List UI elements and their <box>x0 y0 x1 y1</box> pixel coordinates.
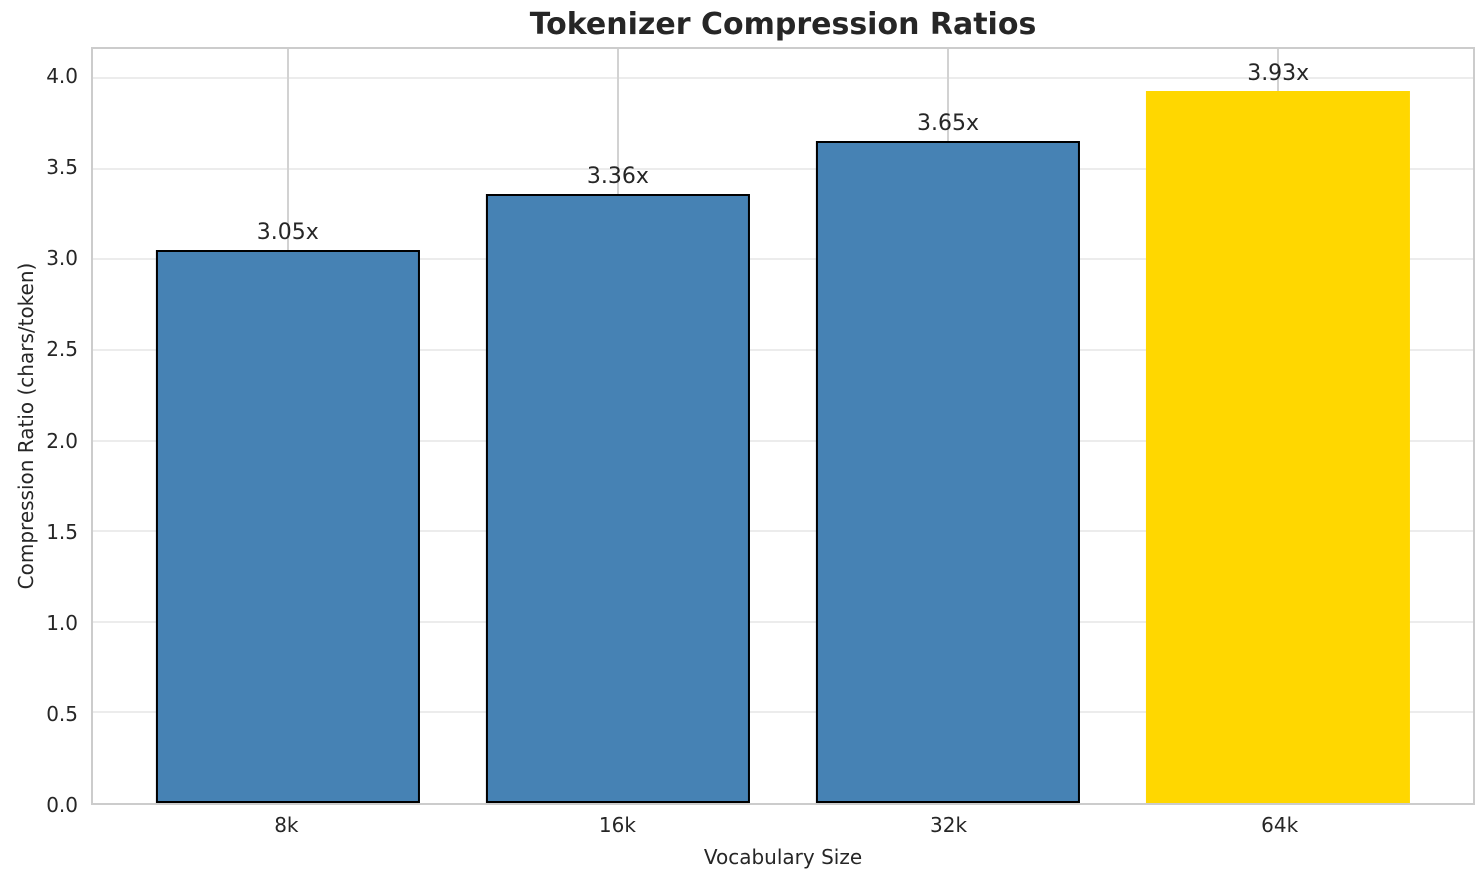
bar-64k <box>1146 90 1411 803</box>
y-axis-tick-label: 3.0 <box>46 246 78 271</box>
bar-value-label: 3.65x <box>917 111 980 137</box>
gridline-horizontal <box>93 620 1473 623</box>
bar-value-label: 3.05x <box>256 220 319 246</box>
bar-32k <box>816 141 1081 803</box>
x-axis-tick-label: 32k <box>930 813 968 837</box>
y-axis-tick-label: 0.5 <box>46 701 78 726</box>
x-axis-tick-label: 8k <box>274 813 299 837</box>
y-axis-tick-label: 0.0 <box>46 793 78 817</box>
gridline-horizontal <box>93 77 1473 79</box>
bar-16k <box>485 194 750 803</box>
x-axis-ticks: 8k 16k 32k 64k <box>91 813 1475 839</box>
gridline-horizontal <box>93 439 1473 442</box>
gridline-horizontal <box>93 167 1473 170</box>
gridline-horizontal <box>93 530 1473 533</box>
y-axis-tick-label: 3.5 <box>46 155 78 180</box>
x-axis-tick-label: 64k <box>1261 813 1299 837</box>
y-axis-tick-label: 1.0 <box>46 610 78 635</box>
y-axis-ticks: 0.0 0.5 1.0 1.5 2.0 2.5 3.0 3.5 4.0 <box>0 47 78 817</box>
bar-8k <box>155 250 420 803</box>
x-axis-title: Vocabulary Size <box>703 845 863 869</box>
plot-area: 3.05x 3.36x 3.65x 3.93x <box>91 47 1475 805</box>
bar-value-label: 3.36x <box>586 164 649 189</box>
gridline-horizontal <box>93 711 1473 714</box>
y-axis-tick-label: 2.5 <box>46 337 78 362</box>
y-axis-tick-label: 2.0 <box>46 428 78 453</box>
chart-title: Tokenizer Compression Ratios <box>529 7 1037 42</box>
x-axis-tick-label: 16k <box>598 813 636 837</box>
gridline-horizontal <box>93 348 1473 351</box>
y-axis-tick-label: 1.5 <box>46 519 78 544</box>
y-axis-tick-label: 4.0 <box>46 64 78 89</box>
gridline-horizontal <box>93 258 1473 261</box>
bar-value-label: 3.93x <box>1247 60 1310 86</box>
